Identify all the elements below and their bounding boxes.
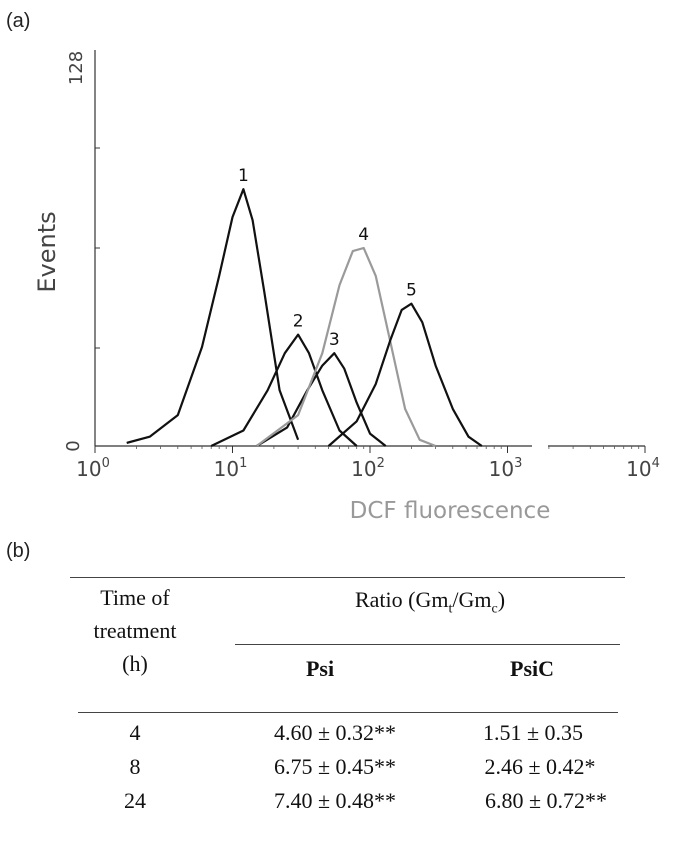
row-4-psic: 1.51 ± 0.35 [482,720,584,745]
series-1-curve [126,188,300,444]
series-4-curve [256,246,436,448]
row-4-psi: 4.60 ± 0.32** [273,720,397,745]
row-24-psi: 7.40 ± 0.48** [273,788,397,813]
y-tick-label-0: 0 [63,440,84,451]
row-8-psic: 2.46 ± 0.42* [484,754,596,779]
series-5-curve [327,302,483,447]
y-tick-label-128: 128 [66,51,87,85]
time-header-line1: Time of [100,585,170,610]
series-2-curve [210,333,358,447]
row-24-time: 24 [124,788,146,813]
time-header-line3: (h) [122,651,148,676]
x-tick-label-0: 100 [76,456,110,481]
psic-column-header: PsiC [510,656,554,681]
ratio-table: Time of treatment (h) Ratio (Gmt/Gmc) Ps… [0,530,677,840]
panel-b-label: (b) [6,540,31,562]
series-2-label: 2 [293,312,304,332]
psi-column-header: Psi [305,656,335,681]
row-8-time: 8 [129,754,141,779]
series-1-label: 1 [238,166,249,186]
x-tick-label-3: 103 [489,456,523,481]
x-tick-label-1: 101 [214,456,248,481]
series-5-label: 5 [406,281,417,301]
ratio-header: Ratio (Gmt/Gmc) [354,587,506,617]
x-tick-label-2: 102 [351,456,385,481]
x-tick-label-4: 104 [626,456,660,481]
table-top-rule [70,577,625,578]
row-24-psic: 6.80 ± 0.72** [484,788,608,813]
histogram-chart: 0 128 Events 100 101 102 103 104 DCF fluorescenc… [33,50,660,524]
row-8-psi: 6.75 ± 0.45** [273,754,397,779]
series-4-label: 4 [358,225,369,245]
header-bottom-rule [78,712,618,713]
row-4-time: 4 [129,720,141,745]
series-3-curve [256,352,387,447]
series-3-label: 3 [329,330,340,350]
y-axis-label: Events [33,211,61,292]
x-axis-label: DCF fluorescence [350,498,551,524]
time-header-line2: treatment [93,618,177,643]
panel-a-label: (a) [6,10,31,32]
ratio-header-rule [235,644,620,645]
